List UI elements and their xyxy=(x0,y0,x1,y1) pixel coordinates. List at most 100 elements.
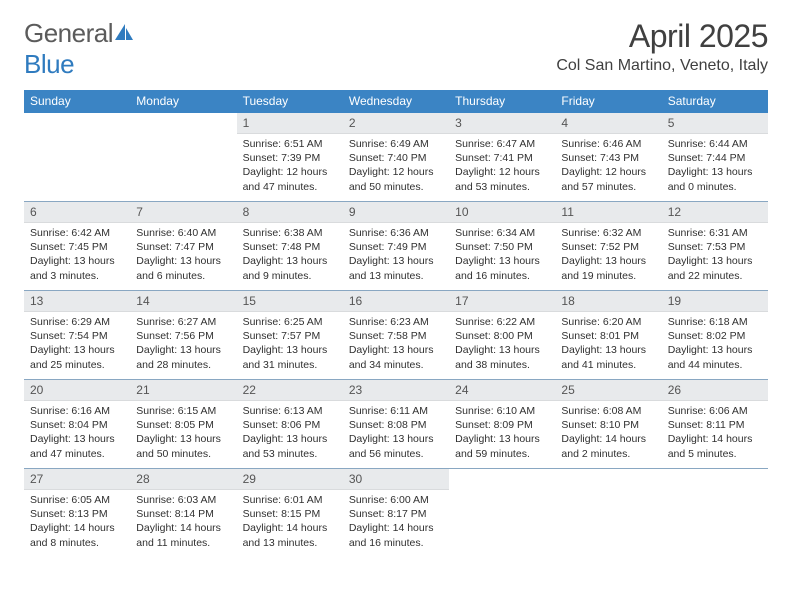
day-line: Sunset: 7:40 PM xyxy=(349,151,443,165)
brand-right: Blue xyxy=(24,49,74,79)
day-number: 26 xyxy=(662,380,768,401)
day-cell: 29Sunrise: 6:01 AMSunset: 8:15 PMDayligh… xyxy=(237,469,343,557)
day-line: Daylight: 14 hours xyxy=(30,521,124,535)
day-line: Daylight: 13 hours xyxy=(136,432,230,446)
day-line: Daylight: 13 hours xyxy=(243,254,337,268)
day-cell: 14Sunrise: 6:27 AMSunset: 7:56 PMDayligh… xyxy=(130,291,236,379)
weekday-cell: Monday xyxy=(130,90,236,113)
day-body: Sunrise: 6:08 AMSunset: 8:10 PMDaylight:… xyxy=(555,401,661,467)
header-row: GeneralBlue April 2025 Col San Martino, … xyxy=(24,18,768,80)
day-line: Daylight: 13 hours xyxy=(561,343,655,357)
day-number: 6 xyxy=(24,202,130,223)
day-line: Daylight: 14 hours xyxy=(243,521,337,535)
day-line: and 3 minutes. xyxy=(30,269,124,283)
day-body: Sunrise: 6:20 AMSunset: 8:01 PMDaylight:… xyxy=(555,312,661,378)
day-number: 21 xyxy=(130,380,236,401)
day-number: 28 xyxy=(130,469,236,490)
day-line: Sunrise: 6:49 AM xyxy=(349,137,443,151)
day-line: Daylight: 13 hours xyxy=(561,254,655,268)
day-body: Sunrise: 6:18 AMSunset: 8:02 PMDaylight:… xyxy=(662,312,768,378)
day-number: 17 xyxy=(449,291,555,312)
day-cell: 7Sunrise: 6:40 AMSunset: 7:47 PMDaylight… xyxy=(130,202,236,290)
week-divider xyxy=(24,290,768,291)
week-row: 13 Sunrise: 6:29 AMSunset: 7:54 PM Dayligh… xyxy=(24,291,768,379)
day-body: Sunrise: 6:22 AMSunset: 8:00 PMDaylight:… xyxy=(449,312,555,378)
weekday-cell: Saturday xyxy=(662,90,768,113)
day-cell: 18Sunrise: 6:20 AMSunset: 8:01 PMDayligh… xyxy=(555,291,661,379)
week-row: 27Sunrise: 6:05 AMSunset: 8:13 PMDayligh… xyxy=(24,469,768,557)
day-cell: 15Sunrise: 6:25 AMSunset: 7:57 PMDayligh… xyxy=(237,291,343,379)
day-line: and 38 minutes. xyxy=(455,358,549,372)
day-number: 3 xyxy=(449,113,555,134)
day-body: Sunrise: 6:03 AMSunset: 8:14 PMDaylight:… xyxy=(130,490,236,556)
day-cell xyxy=(555,469,661,557)
week-row: 1Sunrise: 6:51 AMSunset: 7:39 PMDaylight… xyxy=(24,113,768,201)
day-cell: 3Sunrise: 6:47 AMSunset: 7:41 PMDaylight… xyxy=(449,113,555,201)
day-body: Sunrise: 6:23 AMSunset: 7:58 PMDaylight:… xyxy=(343,312,449,378)
day-number: 19 xyxy=(662,291,768,312)
day-body: Sunrise: 6:27 AMSunset: 7:56 PMDaylight:… xyxy=(130,312,236,378)
day-line: Sunset: 8:02 PM xyxy=(668,329,762,343)
day-line: Sunset: 8:00 PM xyxy=(455,329,549,343)
day-line: Daylight: 13 hours xyxy=(136,343,230,357)
day-line: Daylight: 12 hours xyxy=(349,165,443,179)
day-line: and 31 minutes. xyxy=(243,358,337,372)
day-line: Daylight: 14 hours xyxy=(668,432,762,446)
day-cell: 24Sunrise: 6:10 AMSunset: 8:09 PMDayligh… xyxy=(449,380,555,468)
day-number: 20 xyxy=(24,380,130,401)
day-body: Sunrise: 6:06 AMSunset: 8:11 PMDaylight:… xyxy=(662,401,768,467)
day-line: Sunset: 8:10 PM xyxy=(561,418,655,432)
day-body: Sunrise: 6:05 AMSunset: 8:13 PMDaylight:… xyxy=(24,490,130,556)
day-line: Sunset: 8:13 PM xyxy=(30,507,124,521)
day-body: Sunrise: 6:42 AMSunset: 7:45 PMDaylight:… xyxy=(24,223,130,289)
day-line: Sunset: 8:09 PM xyxy=(455,418,549,432)
day-cell: 10Sunrise: 6:34 AMSunset: 7:50 PMDayligh… xyxy=(449,202,555,290)
day-cell: 16Sunrise: 6:23 AMSunset: 7:58 PMDayligh… xyxy=(343,291,449,379)
day-body: Sunrise: 6:38 AMSunset: 7:48 PMDaylight:… xyxy=(237,223,343,289)
day-line: Sunset: 7:56 PM xyxy=(136,329,230,343)
day-line: Sunset: 7:47 PM xyxy=(136,240,230,254)
brand-text: GeneralBlue xyxy=(24,18,135,80)
day-line: and 47 minutes. xyxy=(243,180,337,194)
day-line: and 56 minutes. xyxy=(349,447,443,461)
day-line: and 50 minutes. xyxy=(136,447,230,461)
day-number: 22 xyxy=(237,380,343,401)
day-line: and 34 minutes. xyxy=(349,358,443,372)
day-number: 13 xyxy=(24,291,130,312)
weekday-header-row: SundayMondayTuesdayWednesdayThursdayFrid… xyxy=(24,90,768,113)
day-cell xyxy=(130,113,236,201)
day-line: Sunset: 8:04 PM xyxy=(30,418,124,432)
day-cell: 17Sunrise: 6:22 AMSunset: 8:00 PMDayligh… xyxy=(449,291,555,379)
day-line: Sunset: 7:50 PM xyxy=(455,240,549,254)
day-line: Daylight: 13 hours xyxy=(349,343,443,357)
weekday-cell: Thursday xyxy=(449,90,555,113)
day-line: Sunrise: 6:31 AM xyxy=(668,226,762,240)
day-line: Sunrise: 6:00 AM xyxy=(349,493,443,507)
day-body: Sunrise: 6:44 AMSunset: 7:44 PMDaylight:… xyxy=(662,134,768,200)
day-line: Sunset: 8:08 PM xyxy=(349,418,443,432)
day-line: Sunrise: 6:40 AM xyxy=(136,226,230,240)
day-number: 8 xyxy=(237,202,343,223)
day-cell: 6Sunrise: 6:42 AMSunset: 7:45 PMDaylight… xyxy=(24,202,130,290)
brand-left: General xyxy=(24,18,113,48)
day-line: Sunset: 8:11 PM xyxy=(668,418,762,432)
day-cell: 25Sunrise: 6:08 AMSunset: 8:10 PMDayligh… xyxy=(555,380,661,468)
day-body: Sunrise: 6:25 AMSunset: 7:57 PMDaylight:… xyxy=(237,312,343,378)
day-body: Sunrise: 6:36 AMSunset: 7:49 PMDaylight:… xyxy=(343,223,449,289)
day-line: Daylight: 13 hours xyxy=(349,432,443,446)
day-line: Sunrise: 6:10 AM xyxy=(455,404,549,418)
day-line: and 53 minutes. xyxy=(243,447,337,461)
day-cell: 2Sunrise: 6:49 AMSunset: 7:40 PMDaylight… xyxy=(343,113,449,201)
day-cell xyxy=(449,469,555,557)
day-line: Daylight: 13 hours xyxy=(668,343,762,357)
day-line: Sunrise: 6:47 AM xyxy=(455,137,549,151)
day-line: Daylight: 13 hours xyxy=(455,254,549,268)
day-line: Daylight: 13 hours xyxy=(243,432,337,446)
day-cell: 30Sunrise: 6:00 AMSunset: 8:17 PMDayligh… xyxy=(343,469,449,557)
day-line: Sunrise: 6:29 AM xyxy=(30,315,124,329)
day-cell: 22Sunrise: 6:13 AMSunset: 8:06 PMDayligh… xyxy=(237,380,343,468)
day-line: Daylight: 13 hours xyxy=(668,165,762,179)
day-line: Sunset: 7:54 PM xyxy=(30,329,124,343)
calendar-page: GeneralBlue April 2025 Col San Martino, … xyxy=(0,0,792,557)
day-cell: 21Sunrise: 6:15 AMSunset: 8:05 PMDayligh… xyxy=(130,380,236,468)
